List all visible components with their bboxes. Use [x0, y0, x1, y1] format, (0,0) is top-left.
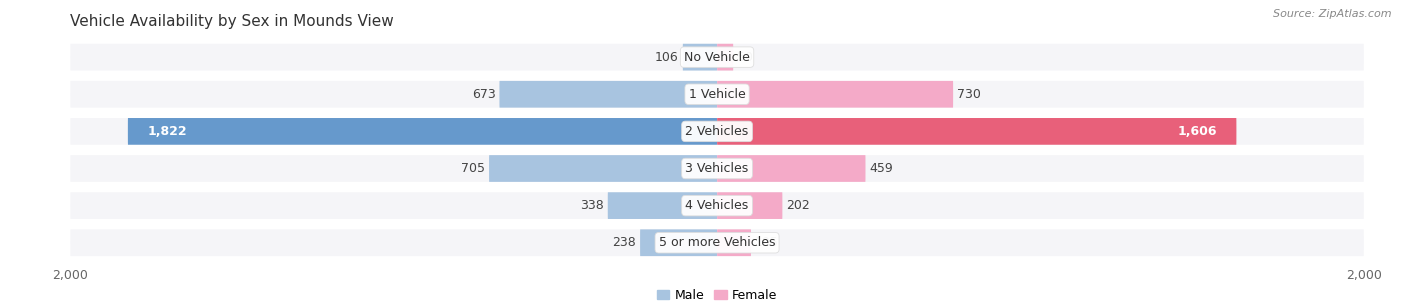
FancyBboxPatch shape: [70, 81, 1364, 108]
Text: Source: ZipAtlas.com: Source: ZipAtlas.com: [1274, 9, 1392, 19]
Text: 105: 105: [755, 236, 779, 249]
FancyBboxPatch shape: [717, 192, 782, 219]
FancyBboxPatch shape: [70, 155, 1364, 182]
FancyBboxPatch shape: [683, 44, 717, 70]
FancyBboxPatch shape: [640, 230, 717, 256]
FancyBboxPatch shape: [717, 118, 1236, 145]
Text: 3 Vehicles: 3 Vehicles: [686, 162, 748, 175]
FancyBboxPatch shape: [717, 230, 751, 256]
Text: 1,822: 1,822: [148, 125, 187, 138]
Text: 459: 459: [869, 162, 893, 175]
FancyBboxPatch shape: [489, 155, 717, 182]
FancyBboxPatch shape: [70, 44, 1364, 70]
Text: 1 Vehicle: 1 Vehicle: [689, 88, 745, 101]
FancyBboxPatch shape: [607, 192, 717, 219]
Text: Vehicle Availability by Sex in Mounds View: Vehicle Availability by Sex in Mounds Vi…: [70, 13, 394, 28]
Text: 730: 730: [957, 88, 981, 101]
Text: 202: 202: [786, 199, 810, 212]
Text: No Vehicle: No Vehicle: [685, 50, 749, 64]
Text: 106: 106: [655, 50, 679, 64]
Text: 50: 50: [737, 50, 754, 64]
Text: 338: 338: [581, 199, 605, 212]
Text: 1,606: 1,606: [1177, 125, 1218, 138]
FancyBboxPatch shape: [70, 230, 1364, 256]
FancyBboxPatch shape: [128, 118, 717, 145]
Text: 5 or more Vehicles: 5 or more Vehicles: [659, 236, 775, 249]
Text: 238: 238: [613, 236, 636, 249]
FancyBboxPatch shape: [717, 44, 734, 70]
FancyBboxPatch shape: [70, 192, 1364, 219]
FancyBboxPatch shape: [717, 81, 953, 108]
FancyBboxPatch shape: [499, 81, 717, 108]
FancyBboxPatch shape: [717, 155, 866, 182]
Text: 2 Vehicles: 2 Vehicles: [686, 125, 748, 138]
Legend: Male, Female: Male, Female: [652, 284, 782, 306]
Text: 4 Vehicles: 4 Vehicles: [686, 199, 748, 212]
Text: 673: 673: [472, 88, 495, 101]
Text: 705: 705: [461, 162, 485, 175]
FancyBboxPatch shape: [70, 118, 1364, 145]
